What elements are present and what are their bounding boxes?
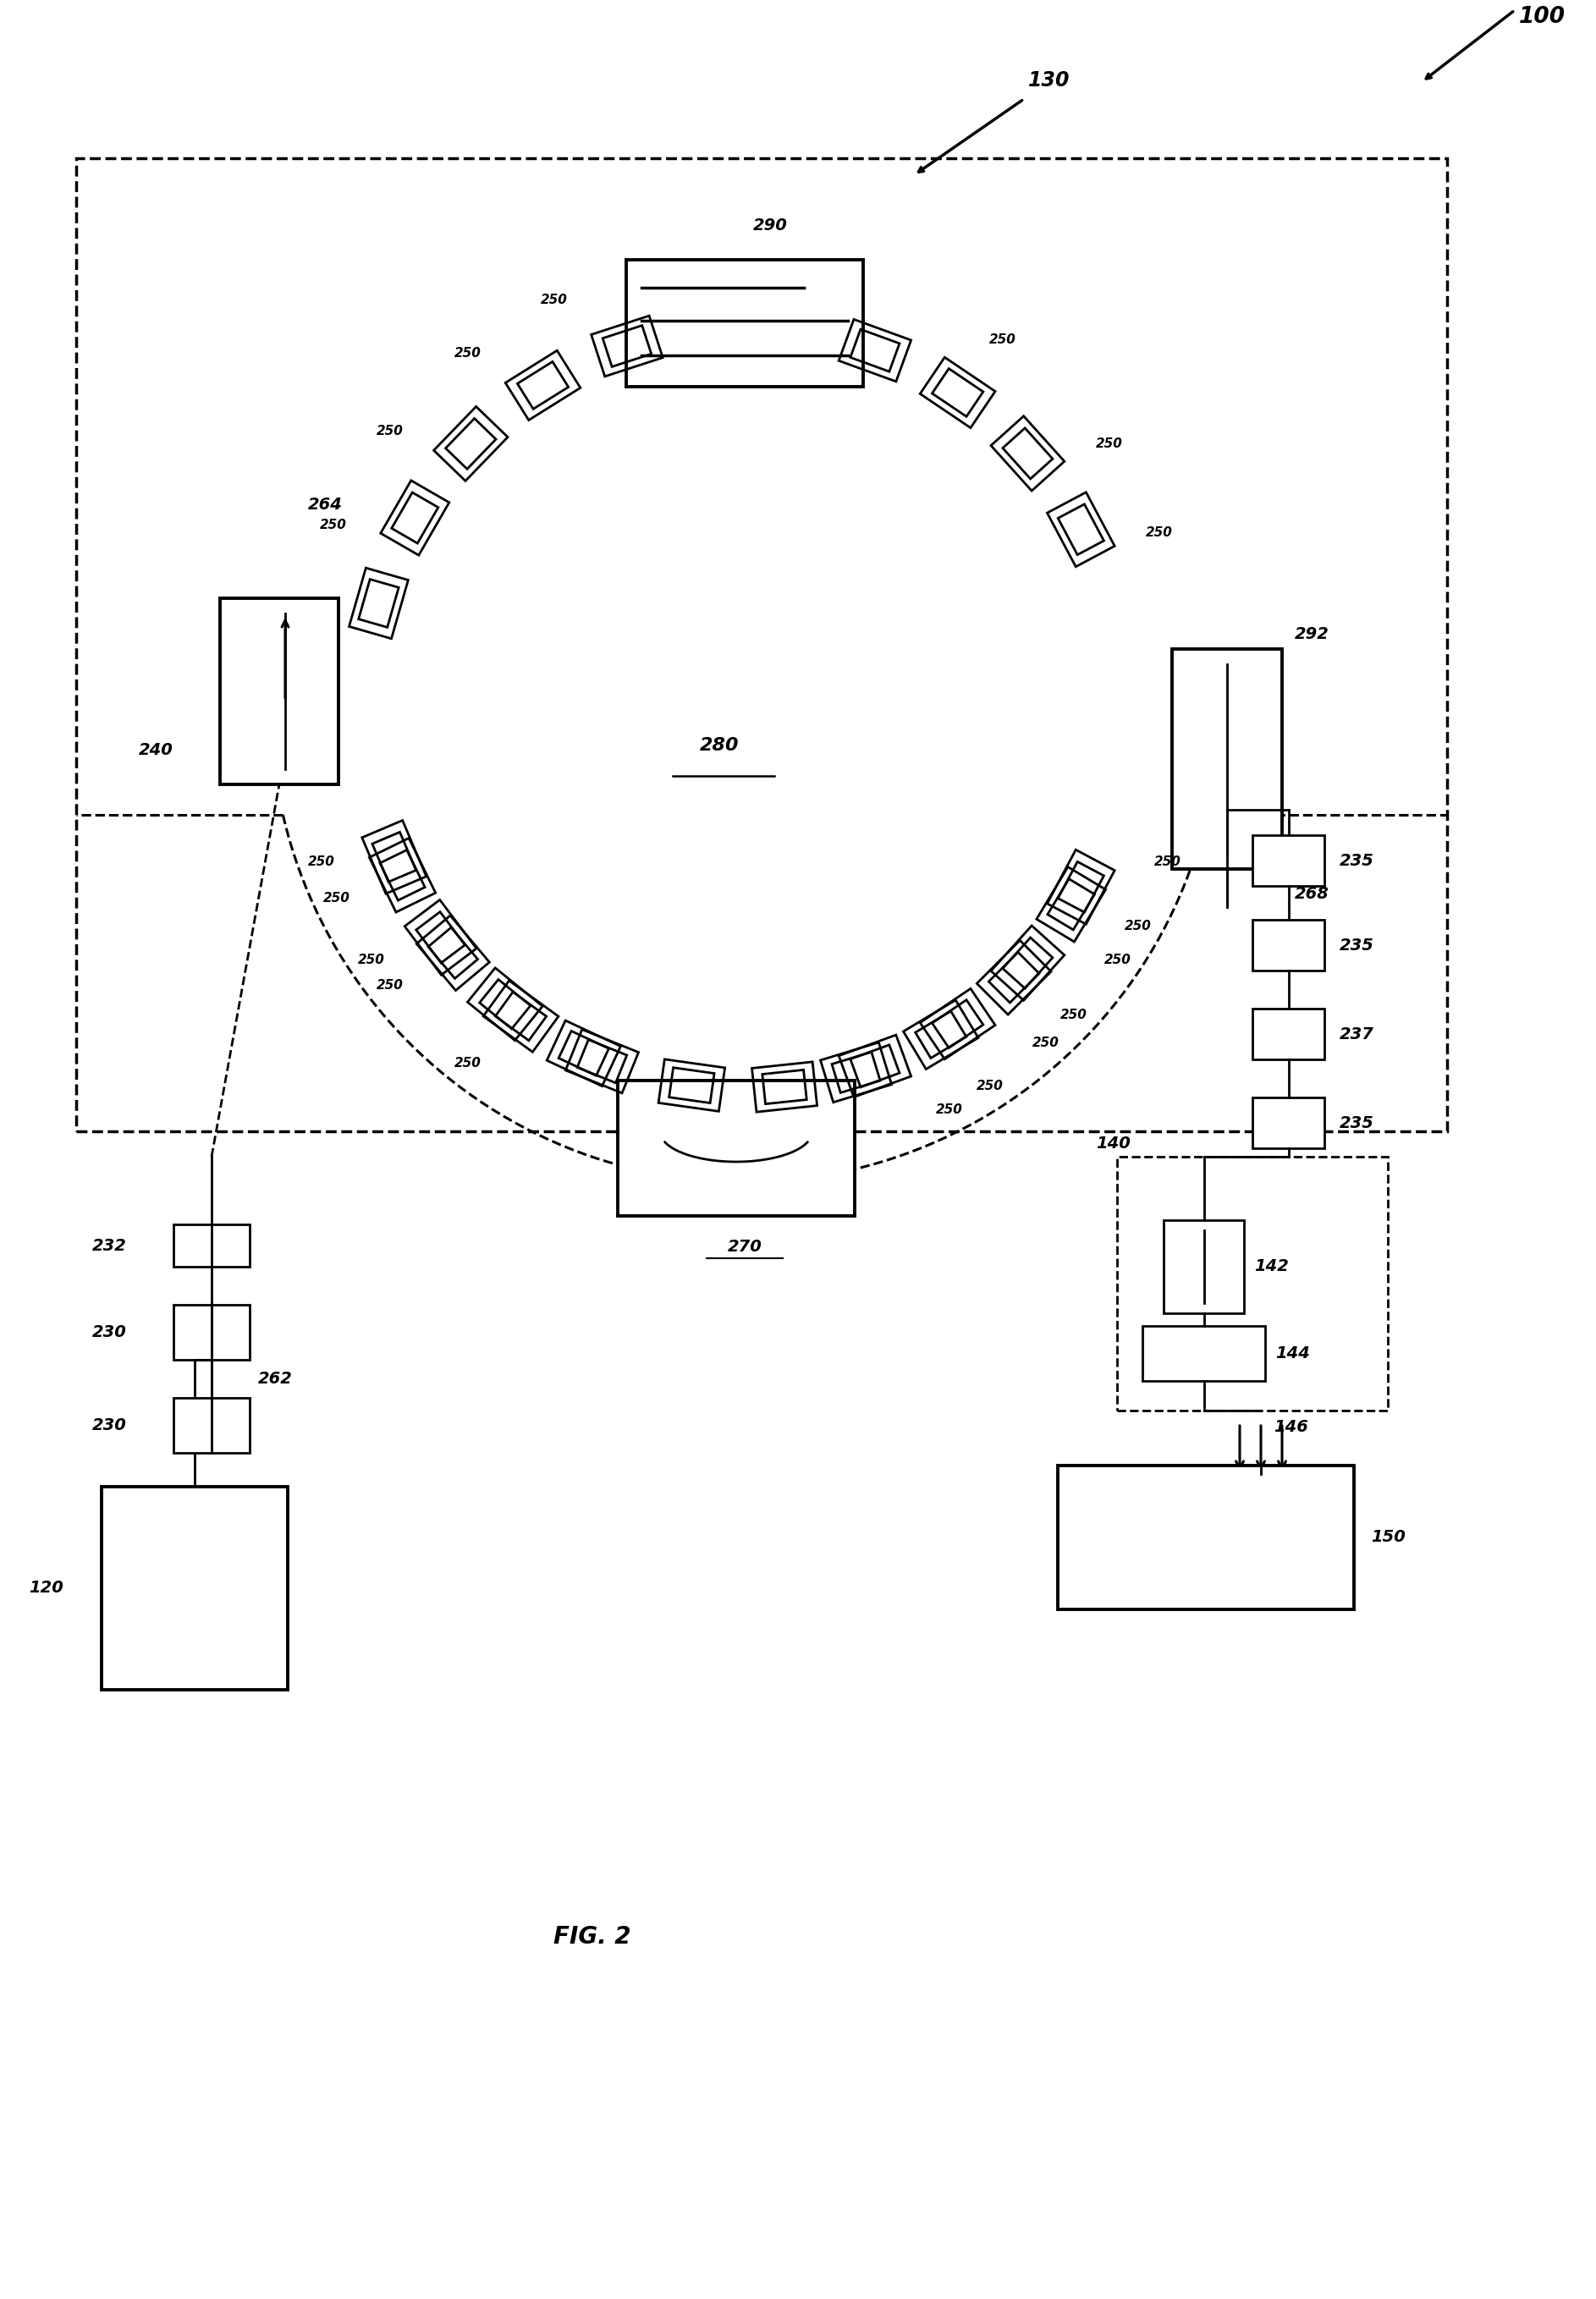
Text: 235: 235	[1339, 853, 1374, 869]
Bar	[174, 1398, 249, 1453]
Bar	[626, 260, 863, 386]
Bar	[1117, 1156, 1389, 1412]
Text: 250: 250	[990, 333, 1017, 345]
Text: 142: 142	[1254, 1258, 1288, 1274]
Text: 250: 250	[1095, 437, 1122, 451]
Text: 237: 237	[1339, 1025, 1374, 1041]
Bar	[1253, 1097, 1325, 1147]
Text: 292: 292	[1294, 625, 1329, 641]
Text: 250: 250	[935, 1104, 962, 1115]
Text: 120: 120	[29, 1579, 64, 1596]
Text: 235: 235	[1339, 938, 1374, 954]
Text: 290: 290	[753, 218, 788, 234]
Text: 264: 264	[308, 497, 343, 513]
Text: 230: 230	[93, 1416, 128, 1432]
Text: 250: 250	[322, 892, 350, 906]
Text: 146: 146	[1274, 1418, 1309, 1435]
Text: 250: 250	[377, 979, 404, 991]
Text: 250: 250	[319, 520, 346, 531]
Text: 230: 230	[93, 1324, 128, 1340]
Text: 268: 268	[1294, 885, 1329, 901]
Bar	[174, 1306, 249, 1359]
Text: 144: 144	[1275, 1345, 1310, 1361]
Bar	[102, 1487, 287, 1690]
Text: 235: 235	[1339, 1115, 1374, 1131]
Text: 250: 250	[377, 425, 404, 437]
Text: 262: 262	[259, 1370, 292, 1386]
Text: 250: 250	[1033, 1037, 1060, 1048]
Text: 250: 250	[453, 347, 480, 361]
Bar	[618, 1081, 855, 1216]
Text: FIG. 2: FIG. 2	[554, 1924, 630, 1950]
Text: 250: 250	[358, 954, 385, 966]
Text: 280: 280	[699, 738, 739, 754]
Bar	[1253, 920, 1325, 970]
Text: 240: 240	[139, 743, 174, 759]
Text: 232: 232	[93, 1237, 128, 1253]
Text: 250: 250	[977, 1081, 1004, 1092]
Bar	[220, 598, 338, 784]
Text: 250: 250	[1104, 954, 1132, 966]
Bar	[77, 159, 1448, 1131]
Bar	[1058, 1464, 1353, 1609]
Text: 150: 150	[1371, 1529, 1406, 1545]
Bar	[1253, 1009, 1325, 1060]
Text: 250: 250	[1125, 920, 1152, 933]
Text: 250: 250	[453, 1058, 480, 1069]
Text: 130: 130	[1028, 71, 1069, 90]
Bar	[1163, 1221, 1243, 1313]
Text: 250: 250	[1060, 1009, 1087, 1021]
Bar	[174, 1225, 249, 1267]
Text: 270: 270	[728, 1239, 761, 1255]
Text: 250: 250	[1146, 526, 1173, 538]
Text: 250: 250	[1154, 855, 1181, 869]
Text: 250: 250	[308, 855, 335, 869]
Text: 100: 100	[1519, 7, 1566, 28]
Bar	[1143, 1327, 1266, 1382]
Bar	[1171, 648, 1282, 869]
Bar	[1253, 835, 1325, 885]
Text: 250: 250	[541, 294, 568, 306]
Text: 140: 140	[1096, 1136, 1130, 1152]
